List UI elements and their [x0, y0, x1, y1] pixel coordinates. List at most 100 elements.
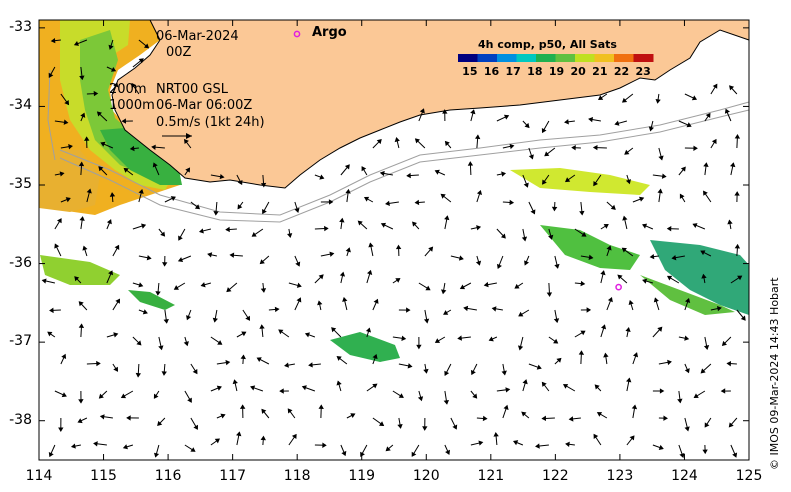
current-vector-head — [501, 171, 507, 177]
colorbar-segment — [536, 54, 556, 62]
lat-tick-label: -34 — [9, 97, 32, 114]
current-vector-head — [120, 393, 127, 399]
current-vector-head — [193, 424, 199, 430]
current-vector-head — [54, 243, 60, 249]
current-vector-head — [458, 255, 464, 261]
current-vector-head — [318, 274, 324, 280]
lon-tick-label: 120 — [412, 468, 440, 484]
sst-patch-small — [128, 290, 175, 310]
current-vector-head — [677, 398, 683, 404]
colorbar-segment — [458, 54, 478, 62]
current-vector-head — [278, 329, 284, 335]
colorbar-segment — [633, 54, 654, 62]
current-vector-head — [260, 288, 267, 293]
isobaths — [47, 69, 750, 223]
current-vector-head — [183, 341, 189, 347]
current-vector-head — [684, 297, 691, 304]
current-vector-head — [135, 372, 142, 378]
current-vector-head — [108, 270, 113, 276]
current-vector-head — [361, 166, 367, 172]
current-vector-head — [628, 299, 634, 306]
lat-tick-label: -35 — [9, 176, 32, 192]
current-vector-head — [59, 171, 65, 177]
current-vector-head — [624, 149, 630, 155]
colorbar-segment — [516, 54, 537, 62]
current-vector-head — [187, 397, 192, 403]
argo-float-marker[interactable] — [615, 283, 622, 291]
current-vector-head — [373, 298, 379, 304]
current-vector-head — [229, 252, 235, 258]
current-vector-head — [625, 179, 631, 185]
current-vector-head — [345, 188, 351, 194]
current-vector-head — [194, 204, 201, 210]
current-vector-head — [474, 134, 481, 140]
current-vector-head — [657, 326, 663, 332]
current-vector-head — [398, 393, 404, 398]
current-vector-head — [110, 67, 117, 72]
current-vector-head — [367, 269, 373, 275]
current-vector-head — [294, 207, 300, 213]
current-vector-head — [158, 345, 164, 351]
lon-tick-label: 124 — [671, 468, 698, 484]
current-vector-head — [122, 444, 128, 450]
current-vector-head — [639, 196, 645, 202]
current-vector-head — [79, 75, 85, 81]
current-vector-head — [541, 381, 547, 387]
current-vector-head — [115, 298, 121, 304]
current-vector-head — [509, 143, 515, 150]
current-vector-head — [200, 282, 206, 288]
current-vector-head — [428, 246, 434, 252]
current-vector-head — [732, 452, 738, 458]
current-vector-head — [93, 90, 99, 97]
depth-label-1000: 1000m — [109, 98, 155, 113]
current-vector-head — [493, 432, 499, 437]
current-vector-head — [58, 427, 64, 432]
current-vector-head — [649, 253, 655, 260]
current-vector-head — [457, 335, 462, 341]
current-vector-head — [703, 345, 710, 350]
current-vector-head — [521, 236, 528, 242]
current-vector-head — [331, 327, 337, 333]
current-vector-head — [397, 423, 403, 429]
current-vector-head — [170, 196, 176, 202]
current-vector-head — [671, 255, 677, 261]
current-vector-head — [580, 280, 586, 287]
colorbar-tick-label: 23 — [635, 65, 651, 78]
sst-patch-band — [510, 168, 650, 195]
current-vector-head — [655, 98, 661, 104]
current-vector-head — [161, 371, 167, 376]
current-vector-head — [192, 369, 198, 375]
current-vector-head — [239, 404, 246, 409]
current-vector-head — [138, 58, 144, 64]
current-vector-head — [551, 206, 558, 212]
lon-tick-label: 114 — [25, 468, 53, 484]
current-vector-head — [544, 151, 550, 157]
current-vector-head — [703, 190, 708, 196]
current-vector-head — [679, 452, 685, 459]
isobath-west — [47, 69, 56, 161]
current-vector-head — [565, 441, 570, 448]
current-vector-head — [96, 111, 102, 117]
current-vector-head — [614, 120, 620, 126]
sst-patch-orange-sw — [39, 150, 100, 212]
current-vector-head — [336, 356, 342, 361]
lat-tick-label: -36 — [9, 254, 32, 271]
current-vector-head — [581, 231, 587, 237]
current-vector-head — [329, 251, 335, 257]
current-vector-head — [61, 392, 67, 398]
current-vector-head — [99, 414, 105, 420]
current-vector-head — [56, 218, 62, 224]
current-vector-head — [414, 138, 420, 144]
current-vector-head — [472, 393, 478, 399]
current-vector-head — [734, 134, 741, 139]
current-vector-head — [524, 260, 530, 266]
current-vector-head — [633, 352, 639, 358]
current-vector-head — [496, 263, 502, 270]
current-vector-head — [441, 289, 447, 295]
current-vector-head — [556, 357, 562, 363]
lon-tick-label: 115 — [90, 468, 117, 484]
current-vector-head — [365, 327, 372, 333]
current-vector-head — [77, 418, 83, 424]
lon-tick-label: 121 — [477, 468, 505, 484]
colorbar-tick-label: 15 — [462, 65, 478, 78]
